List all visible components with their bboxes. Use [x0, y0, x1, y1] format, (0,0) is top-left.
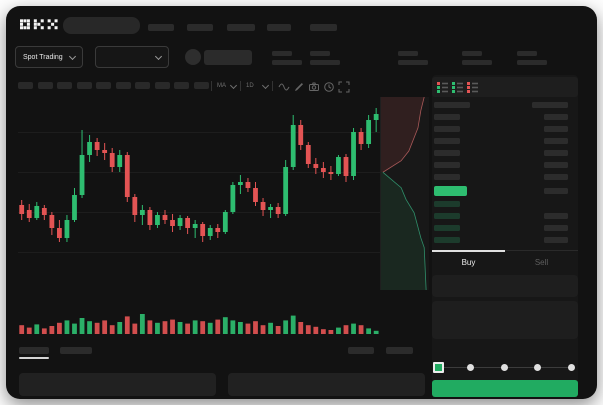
bottom-tab-placeholder[interactable] — [348, 347, 374, 354]
trade-side-tabs: Buy Sell — [432, 250, 578, 273]
slider-dot[interactable] — [568, 364, 575, 371]
slider-dot[interactable] — [501, 364, 508, 371]
ticker-stat-placeholder — [517, 51, 551, 67]
last-price-highlight — [434, 186, 467, 196]
ticker-stat-placeholder — [310, 51, 344, 67]
depth-overlay — [380, 97, 429, 290]
order-book-panel: Buy Sell — [432, 75, 578, 397]
timeframe-dropdown[interactable]: 1D — [246, 83, 254, 89]
bottom-tab-placeholder[interactable] — [386, 347, 413, 354]
interval-button-placeholder[interactable] — [18, 82, 33, 89]
book-asks-icon[interactable] — [467, 81, 478, 93]
fullscreen-icon[interactable] — [338, 81, 350, 93]
nav-item-placeholder[interactable] — [267, 24, 291, 31]
bid-row[interactable] — [434, 225, 568, 231]
price-field[interactable] — [432, 275, 578, 297]
interval-button-placeholder[interactable] — [57, 82, 72, 89]
indicator-dropdown[interactable]: MA — [217, 83, 226, 89]
okx-trading-window: Spot Trading MA 1D — [6, 6, 597, 399]
bid-row[interactable] — [434, 213, 568, 219]
ask-row[interactable] — [434, 126, 568, 132]
interval-button-placeholder[interactable] — [76, 82, 92, 89]
ask-row[interactable] — [434, 138, 568, 144]
bottom-panel-left[interactable] — [19, 373, 216, 396]
ask-row[interactable] — [434, 114, 568, 120]
buy-submit-button[interactable] — [432, 380, 578, 397]
wave-icon[interactable] — [278, 81, 290, 93]
nav-item-placeholder[interactable] — [310, 24, 337, 31]
market-type-label: Spot Trading — [23, 53, 63, 61]
pair-name-placeholder — [204, 50, 252, 65]
interval-button-placeholder[interactable] — [193, 82, 209, 89]
last-price-bar[interactable] — [434, 186, 568, 196]
sell-tab[interactable]: Sell — [534, 257, 549, 267]
okx-logo[interactable] — [20, 19, 58, 30]
interval-button-placeholder[interactable] — [154, 82, 170, 89]
chevron-down-icon — [68, 52, 77, 60]
bottom-tab-placeholder[interactable] — [60, 347, 92, 354]
interval-button-placeholder[interactable] — [96, 82, 111, 89]
bottom-panel-right[interactable] — [228, 373, 425, 396]
interval-button-placeholder[interactable] — [174, 82, 189, 89]
ask-row[interactable] — [434, 162, 568, 168]
candlestick-chart[interactable] — [18, 97, 380, 293]
ask-row[interactable] — [434, 150, 568, 156]
bid-row[interactable] — [434, 201, 568, 207]
slider-dot[interactable] — [534, 364, 541, 371]
buy-tab[interactable]: Buy — [432, 250, 505, 273]
amount-field[interactable] — [432, 301, 578, 339]
nav-item-placeholder[interactable] — [148, 24, 174, 31]
slider-dot[interactable] — [467, 364, 474, 371]
chevron-down-icon[interactable] — [229, 81, 238, 90]
volume-chart — [19, 314, 379, 334]
interval-button-placeholder[interactable] — [115, 82, 131, 89]
pair-dropdown[interactable] — [95, 46, 169, 68]
history-icon[interactable] — [323, 81, 335, 93]
market-type-dropdown[interactable]: Spot Trading — [15, 46, 83, 68]
ticker-stat-placeholder — [272, 51, 306, 67]
order-book-header[interactable] — [434, 102, 568, 108]
search-input[interactable] — [63, 17, 140, 34]
ticker-stat-placeholder — [462, 51, 496, 67]
coin-avatar — [185, 49, 201, 65]
order-book-table — [434, 102, 568, 249]
camera-icon[interactable] — [308, 81, 320, 93]
ticker-stat-placeholder — [398, 51, 432, 67]
book-bids-icon[interactable] — [452, 81, 463, 93]
active-tab-underline — [19, 357, 49, 359]
draw-icon[interactable] — [293, 81, 305, 93]
interval-button-placeholder[interactable] — [135, 82, 150, 89]
chevron-down-icon — [154, 52, 163, 60]
nav-item-placeholder[interactable] — [227, 24, 255, 31]
bottom-tab-placeholder-active[interactable] — [19, 347, 49, 354]
interval-button-placeholder[interactable] — [37, 82, 53, 89]
ask-row[interactable] — [434, 174, 568, 180]
bid-row[interactable] — [434, 237, 568, 243]
nav-item-placeholder[interactable] — [187, 24, 213, 31]
chevron-down-icon[interactable] — [261, 81, 270, 90]
slider-handle[interactable] — [433, 362, 444, 373]
book-all-icon[interactable] — [437, 81, 448, 93]
order-book-view-modes — [432, 77, 578, 97]
